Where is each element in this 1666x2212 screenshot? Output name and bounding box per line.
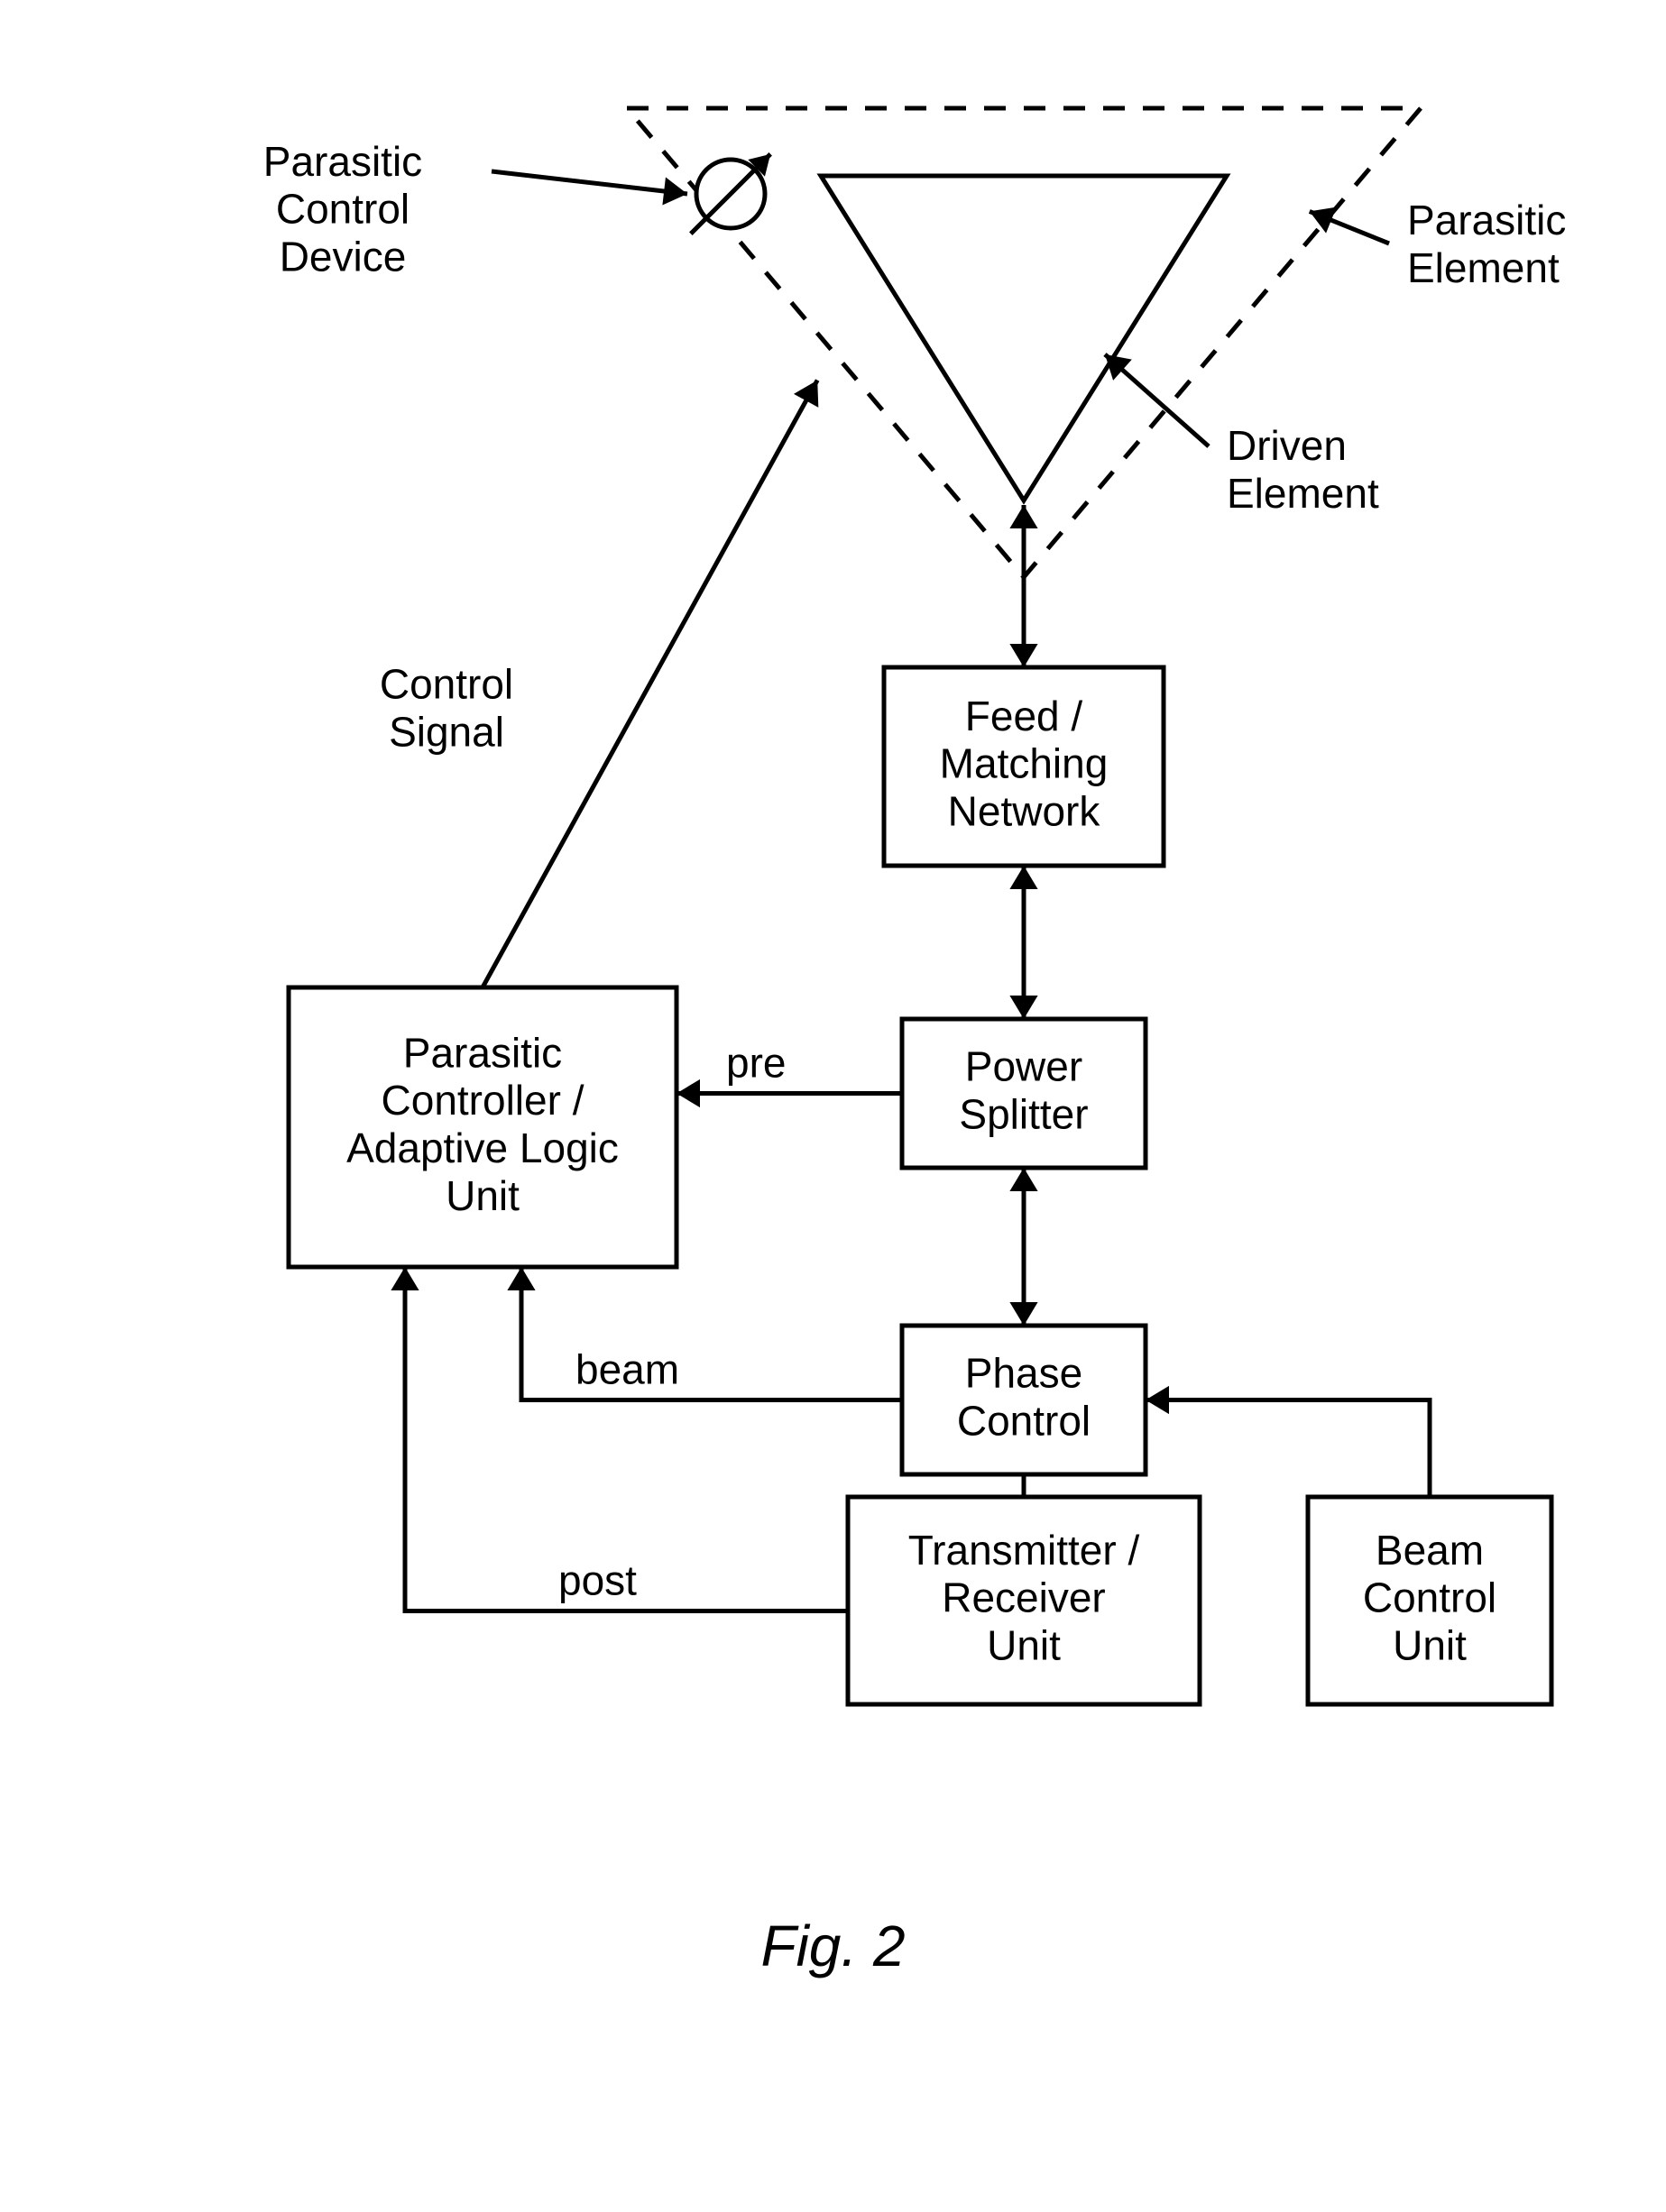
driven-element	[821, 176, 1227, 500]
beam-label: beam	[575, 1346, 679, 1393]
post-label: post	[558, 1557, 637, 1604]
parasitic-element-label: ParasiticElement	[1407, 197, 1566, 291]
power_splitter-label: PowerSplitter	[959, 1043, 1088, 1138]
phase_control-label: PhaseControl	[957, 1350, 1091, 1445]
control-signal-label: ControlSignal	[380, 661, 513, 756]
driven-element-label: DrivenElement	[1227, 422, 1379, 517]
parasitic-control-device-label: ParasiticControlDevice	[263, 138, 422, 280]
figure-caption: Fig. 2	[760, 1914, 905, 1978]
pre-label: pre	[726, 1040, 786, 1087]
